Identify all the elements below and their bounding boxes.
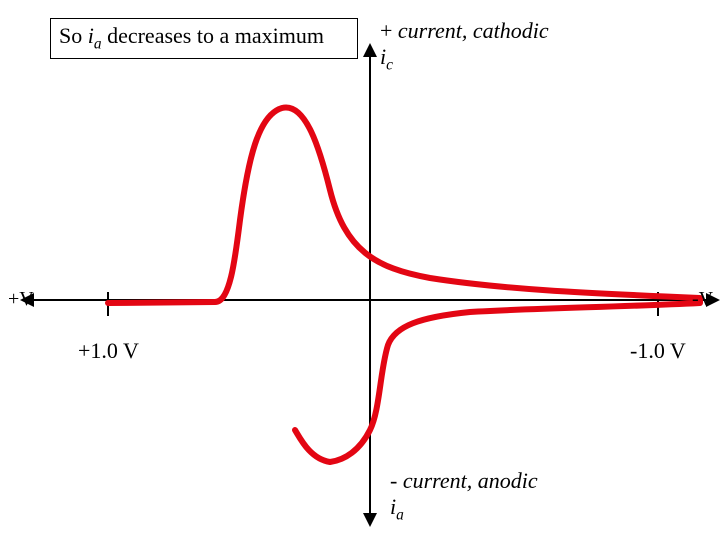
- title-annotation-box: So ia decreases to a maximum: [50, 18, 358, 59]
- cv-curve: [108, 107, 700, 462]
- anodic-italic: current, anodic: [403, 468, 538, 493]
- plus-v-label: +V: [8, 288, 34, 311]
- chart-stage: So ia decreases to a maximum + current, …: [0, 0, 720, 540]
- cathodic-italic: current, cathodic: [398, 18, 549, 43]
- tick-right-label: -1.0 V: [630, 338, 686, 364]
- cathodic-pre: +: [380, 18, 398, 43]
- anodic-label: - current, anodic ia: [390, 468, 538, 525]
- cathodic-label: + current, cathodic ic: [380, 18, 549, 75]
- chart-svg: [0, 0, 720, 540]
- title-pre: So: [59, 23, 88, 48]
- minus-v-label: -V: [692, 288, 713, 311]
- title-after: decreases to a maximum: [102, 23, 324, 48]
- title-sub: a: [94, 35, 102, 52]
- tick-left-label: +1.0 V: [78, 338, 139, 364]
- anodic-sub: a: [396, 507, 404, 524]
- anodic-pre: -: [390, 468, 403, 493]
- cathodic-sub: c: [386, 57, 393, 74]
